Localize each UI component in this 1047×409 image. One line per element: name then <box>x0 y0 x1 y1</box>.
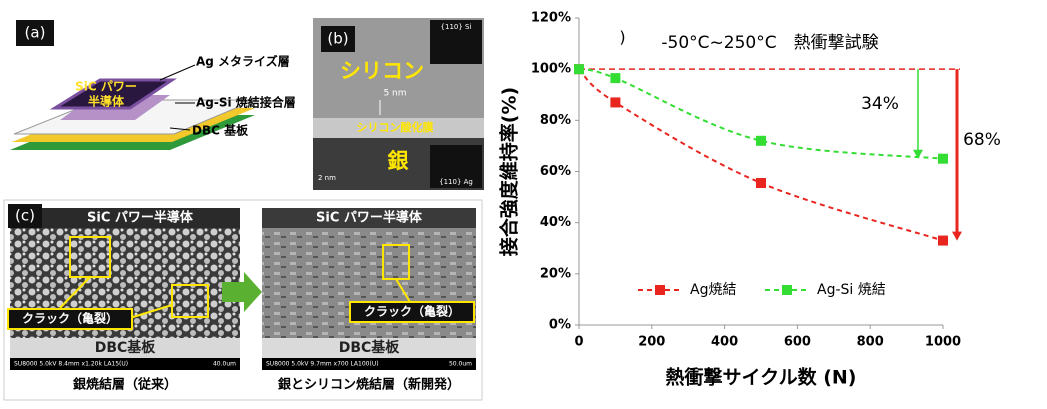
crack-label: クラック（亀裂） <box>22 311 118 326</box>
panel-c: (c) SiC パワー半導体 SiC パワー半導体 クラック（亀裂） クラック（… <box>3 199 483 401</box>
marker <box>756 135 766 146</box>
sem-title: SiC パワー半導体 <box>87 210 194 226</box>
leader <box>129 304 173 319</box>
crack-label-box <box>7 308 133 330</box>
annotation: 68% <box>963 130 1001 150</box>
sem-caption: 銀とシリコン焼結層（新開発） <box>278 377 460 393</box>
chip <box>49 78 177 110</box>
panel-label: (b) <box>327 30 348 48</box>
legend-label: Ag焼結 <box>690 282 736 298</box>
y-tick-label: 60% <box>540 164 571 179</box>
chart-title: -50°C~250°C 熱衝撃試験 <box>661 33 878 53</box>
panel-label-box <box>8 204 42 228</box>
marker <box>574 64 584 75</box>
marker <box>610 73 621 84</box>
panel-label-box <box>16 20 54 46</box>
leader <box>395 278 411 303</box>
annotation: 34% <box>861 94 899 114</box>
legend-marker <box>655 285 665 295</box>
x-tick-label: 1000 <box>925 335 961 350</box>
sem-info: SU8000 5.0kV 9.7mm x700 LA100(U) <box>266 361 379 368</box>
panel-a: (a) SiC パワー 半導体 Ag メタライズ層 Ag-Si 焼結接合層 DB… <box>10 20 296 150</box>
layer-label: Ag メタライズ層 <box>196 54 290 69</box>
panel-label: (c) <box>15 207 35 225</box>
y-tick-label: 80% <box>540 113 571 128</box>
leader <box>159 64 196 81</box>
inset <box>430 20 482 64</box>
inset <box>430 145 482 188</box>
sem-info: 50.0um <box>449 361 472 368</box>
oxide-band <box>313 118 484 138</box>
legend-label: Ag-Si 焼結 <box>817 282 886 298</box>
y-axis-label: 接合強度維持率(%) <box>498 87 521 256</box>
sem-footer <box>262 338 476 358</box>
marker <box>756 178 766 189</box>
crack-label: クラック（亀裂） <box>364 304 460 319</box>
leader <box>59 276 91 309</box>
sem-info-bar <box>10 358 240 370</box>
sem-info: SU8000 5.0kV 8.4mm x1.20k LA15(U) <box>14 361 128 368</box>
sem-footer <box>10 338 240 358</box>
sem-info: 40.0um <box>213 361 236 368</box>
marker <box>938 235 948 246</box>
layer-label: Ag-Si 焼結接合層 <box>196 95 296 110</box>
y-tick-label: 20% <box>540 266 571 281</box>
sem-title: SiC パワー半導体 <box>316 210 423 226</box>
arrow-head <box>952 231 962 241</box>
sem-substrate: DBC基板 <box>95 339 157 356</box>
chip-label: SiC パワー <box>75 80 137 94</box>
sem-header <box>10 208 240 228</box>
arrow <box>222 272 262 312</box>
panel-label-box <box>588 25 620 51</box>
sem-info-bar <box>262 358 476 370</box>
y-tick-label: 0% <box>549 318 571 333</box>
x-tick-label: 600 <box>784 335 811 350</box>
y-tick-label: 100% <box>531 62 571 77</box>
panel-label-box <box>321 26 355 52</box>
panel-label: (a) <box>25 24 46 42</box>
region-label: シリコン酸化膜 <box>357 120 434 134</box>
sem-caption: 銀焼結層（従来） <box>73 377 177 393</box>
series-line <box>578 68 944 160</box>
x-axis-label: 熱衝撃サイクル数 (N) <box>666 366 857 389</box>
scale-label: 2 nm <box>318 174 336 182</box>
chip-label: 半導体 <box>88 94 125 109</box>
chart: (d)0%20%40%60%80%100%120%020040060080010… <box>498 11 1001 389</box>
sem-substrate: DBC基板 <box>339 339 401 356</box>
crack-box <box>171 284 209 318</box>
legend-marker <box>782 285 792 295</box>
x-tick-label: 400 <box>711 335 738 350</box>
y-tick-label: 120% <box>531 11 571 26</box>
inset-label: {110} Si <box>441 23 472 31</box>
leader <box>169 127 191 131</box>
region-label: シリコン <box>340 59 424 83</box>
crack-label-box <box>349 301 475 323</box>
series-line <box>578 68 944 242</box>
region-label: 銀 <box>388 149 409 173</box>
marker <box>938 153 948 164</box>
panel-b: (b) {110} Si {110} Ag シリコン 5 nm シリコン酸化膜 … <box>313 18 484 190</box>
marker <box>610 97 621 108</box>
scale-label: 5 nm <box>383 89 406 99</box>
x-tick-label: 0 <box>574 335 583 350</box>
x-tick-label: 200 <box>638 335 665 350</box>
arrow-head <box>913 149 923 159</box>
y-tick-label: 40% <box>540 215 571 230</box>
x-tick-label: 800 <box>857 335 884 350</box>
sem-header <box>262 208 476 228</box>
layer-label: DBC 基板 <box>192 123 249 138</box>
inset-label: {110} Ag <box>439 178 473 186</box>
